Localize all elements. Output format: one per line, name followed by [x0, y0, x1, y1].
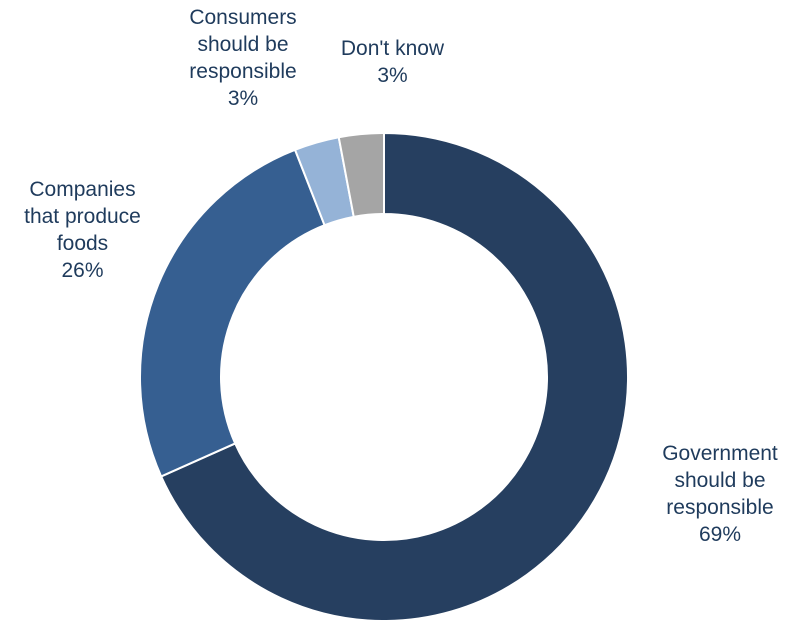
slice-government	[159, 131, 629, 620]
slice-label-line: Companies	[29, 178, 136, 201]
slice-label-line: should be	[674, 469, 766, 492]
slice-label-line: responsible	[666, 496, 774, 519]
slice-label-government: Government should be responsible 69%	[640, 440, 800, 548]
slice-value-label: 26%	[61, 259, 104, 282]
slice-value-label: 3%	[377, 64, 408, 87]
slice-dont-know	[337, 131, 385, 218]
slice-label-line: foods	[56, 232, 109, 255]
slice-label-line: Consumers	[189, 6, 297, 29]
slice-label-line: Government	[662, 442, 778, 465]
slice-label-line: Don't know	[340, 37, 445, 60]
slice-label-line: that produce	[24, 205, 141, 228]
slice-label-dont-know: Don't know 3%	[315, 35, 470, 89]
slice-value-label: 3%	[227, 87, 259, 110]
donut-slices	[139, 131, 629, 620]
slice-companies	[139, 148, 326, 478]
slice-label-companies: Companies that produce foods 26%	[0, 176, 165, 284]
slice-label-consumers: Consumers should be responsible 3%	[163, 4, 323, 112]
slice-label-line: should be	[197, 33, 289, 56]
slice-label-line: responsible	[189, 60, 297, 83]
slice-value-label: 69%	[698, 523, 742, 546]
